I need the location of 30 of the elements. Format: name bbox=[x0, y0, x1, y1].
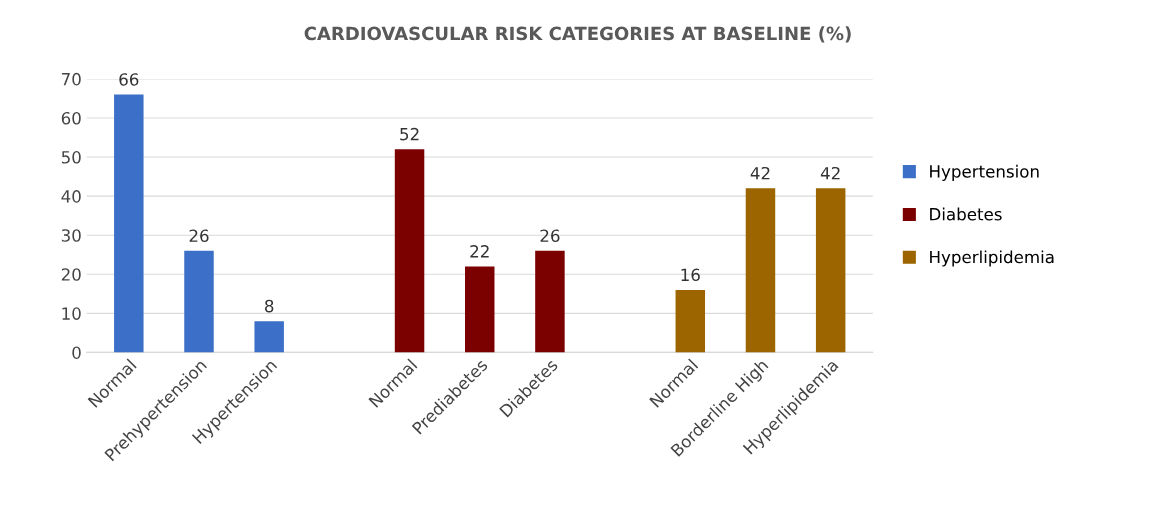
bar bbox=[675, 289, 706, 353]
data-label: 52 bbox=[400, 127, 419, 141]
y-tick-label: 30 bbox=[61, 229, 81, 242]
legend-label: Hyperlipidemia bbox=[930, 250, 1054, 267]
y-tick-label: 0 bbox=[72, 346, 81, 359]
data-label: 42 bbox=[820, 166, 840, 180]
bar bbox=[745, 188, 776, 353]
data-label: 42 bbox=[750, 166, 770, 180]
data-label: 8 bbox=[265, 299, 274, 313]
data-label: 16 bbox=[681, 268, 700, 282]
y-tick-label: 60 bbox=[61, 111, 81, 125]
bar bbox=[394, 149, 425, 353]
bar bbox=[254, 321, 284, 353]
bar bbox=[535, 250, 565, 353]
bar bbox=[815, 188, 846, 353]
bar bbox=[465, 266, 495, 353]
y-tick-label: 40 bbox=[61, 190, 81, 203]
legend-label: Hypertension bbox=[930, 164, 1039, 181]
y-tick-label: 70 bbox=[62, 72, 81, 86]
data-label: 26 bbox=[189, 229, 209, 243]
legend-label: Diabetes bbox=[930, 207, 1002, 221]
data-label: 22 bbox=[470, 245, 489, 258]
bar bbox=[114, 94, 144, 353]
bar bbox=[184, 250, 214, 353]
y-tick-label: 20 bbox=[61, 268, 81, 281]
chart-title: CARDIOVASCULAR RISK CATEGORIES AT BASELINE (%) bbox=[304, 26, 851, 43]
y-tick-label: 50 bbox=[61, 151, 81, 164]
y-tick-label: 10 bbox=[62, 307, 81, 320]
data-label: 66 bbox=[119, 73, 139, 86]
data-label: 26 bbox=[540, 229, 560, 243]
